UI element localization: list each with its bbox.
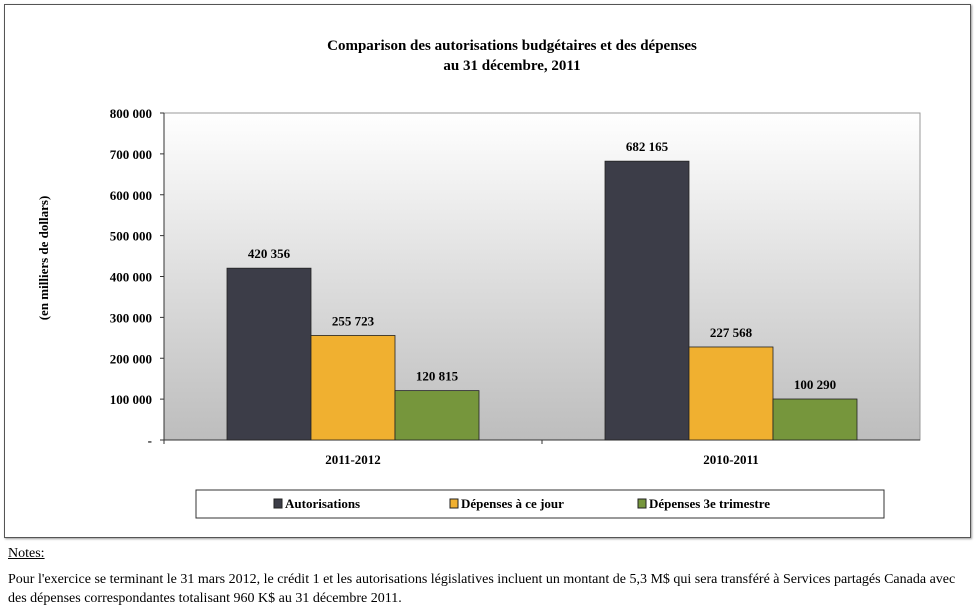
- y-tick-label: 600 000: [110, 188, 152, 203]
- notes-text: Pour l'exercice se terminant le 31 mars …: [8, 572, 956, 606]
- chart-frame: [4, 4, 971, 538]
- bar-chart: Comparison des autorisations budgétaires…: [36, 38, 921, 519]
- data-label: 420 356: [248, 246, 291, 261]
- y-tick-label: 200 000: [110, 351, 152, 366]
- y-tick-label: -: [148, 433, 152, 448]
- x-tick-label: 2011-2012: [325, 452, 381, 467]
- legend-swatch: [449, 498, 459, 509]
- y-axis-label: (en milliers de dollars): [36, 196, 51, 321]
- y-tick-label: 400 000: [110, 270, 152, 285]
- legend-label: Dépenses à ce jour: [461, 496, 564, 511]
- x-tick-label: 2010-2011: [703, 452, 759, 467]
- legend-label: Autorisations: [285, 496, 360, 511]
- data-label: 255 723: [332, 313, 375, 328]
- chart-title: Comparison des autorisations budgétaires…: [327, 38, 697, 54]
- bar: [688, 346, 774, 441]
- y-tick-label: 300 000: [110, 310, 152, 325]
- legend-swatch: [273, 498, 283, 509]
- data-label: 227 568: [710, 325, 753, 340]
- y-tick-label: 100 000: [110, 392, 152, 407]
- bar: [394, 390, 480, 441]
- legend-label: Dépenses 3e trimestre: [649, 496, 770, 511]
- legend: [195, 489, 885, 519]
- y-tick-label: 700 000: [110, 147, 152, 162]
- y-tick-label: 500 000: [110, 229, 152, 244]
- notes-heading: Notes:: [8, 546, 45, 561]
- bar: [604, 160, 690, 441]
- y-tick-label: 800 000: [110, 106, 152, 121]
- chart-subtitle: au 31 décembre, 2011: [443, 58, 580, 74]
- bar: [310, 335, 396, 441]
- data-label: 682 165: [626, 139, 669, 154]
- legend-swatch: [637, 498, 647, 509]
- data-label: 120 815: [416, 369, 459, 384]
- data-label: 100 290: [794, 377, 836, 392]
- bar: [226, 267, 312, 441]
- bar: [772, 398, 858, 441]
